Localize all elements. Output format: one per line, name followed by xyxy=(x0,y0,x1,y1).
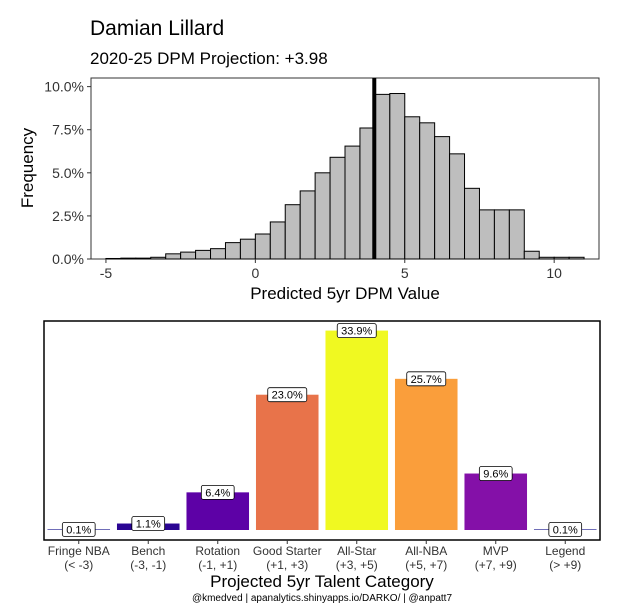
category-bar-panel: 0.1% 1.1% 6.4% 23.0% 33.9% 25.7% 9.6% 0.1% Frin… xyxy=(43,320,601,591)
histogram-y-axis: 0.0% 2.5% 5.0% 7.5% 10.0% xyxy=(44,79,91,267)
histogram-bar xyxy=(493,209,510,260)
category-range-label: (+5, +7) xyxy=(405,558,447,572)
category-range-label: (-3, -1) xyxy=(130,558,166,572)
histogram-x-axis-title: Predicted 5yr DPM Value xyxy=(250,284,440,303)
caption: @kmedved | apanalytics.shinyapps.io/DARK… xyxy=(192,593,453,604)
histogram-bars xyxy=(105,93,585,260)
category-bar xyxy=(464,473,528,530)
histogram-bar xyxy=(314,172,331,260)
histogram-bar xyxy=(195,249,212,260)
y-tick-label: 0.0% xyxy=(52,251,84,267)
histogram-bar xyxy=(389,93,406,260)
category-range-label: (+1, +3) xyxy=(266,558,308,572)
category-tick-label: Bench xyxy=(131,544,165,558)
category-bars: 0.1% 1.1% 6.4% 23.0% 33.9% 25.7% 9.6% 0.1% xyxy=(47,323,597,537)
histogram-bar xyxy=(254,233,271,260)
histogram-bar xyxy=(329,156,346,260)
data-label-box xyxy=(406,371,447,387)
category-range-label: (> +9) xyxy=(549,558,581,572)
y-tick-label: 2.5% xyxy=(52,208,84,224)
histogram-bar xyxy=(224,242,241,260)
histogram-bar xyxy=(553,256,570,260)
data-label: 6.4% xyxy=(205,487,230,499)
histogram-bar xyxy=(284,204,301,260)
category-tick-label: Legend xyxy=(545,544,585,558)
category-tick-label: All-Star xyxy=(337,544,376,558)
data-label: 25.7% xyxy=(411,374,442,386)
histogram-y-axis-title: Frequency xyxy=(18,127,37,208)
histogram-bar xyxy=(568,256,585,260)
histogram-bar xyxy=(508,209,525,260)
data-label-box xyxy=(267,387,308,403)
histogram-bar xyxy=(523,250,540,260)
histogram-bar xyxy=(299,190,316,260)
histogram-bar xyxy=(105,257,122,260)
histogram-bar xyxy=(449,153,466,260)
category-bar xyxy=(255,394,319,530)
data-label: 23.0% xyxy=(272,390,303,402)
category-range-label: (+7, +9) xyxy=(475,558,517,572)
histogram-bar xyxy=(120,257,137,260)
data-label: 1.1% xyxy=(136,519,161,531)
data-label: 9.6% xyxy=(483,469,508,481)
category-tick-label: All-NBA xyxy=(405,544,447,558)
x-tick-label: 0 xyxy=(251,265,259,281)
category-x-axis-title: Projected 5yr Talent Category xyxy=(210,572,434,591)
histogram-bar xyxy=(135,257,152,260)
data-label: 0.1% xyxy=(553,524,578,536)
histogram-bar xyxy=(419,122,436,260)
category-tick-label: Good Starter xyxy=(253,544,322,558)
histogram-bar xyxy=(150,256,167,260)
histogram-bar xyxy=(404,116,421,260)
data-label-box xyxy=(548,522,583,537)
y-tick-label: 7.5% xyxy=(52,122,84,138)
data-label-box xyxy=(61,522,96,537)
histogram-panel: 0.0% 2.5% 5.0% 7.5% 10.0% -5 0 5 10 Predicted 5… xyxy=(18,77,600,303)
data-label-box xyxy=(131,516,166,531)
category-range-label: (< -3) xyxy=(64,558,93,572)
category-tick-label: MVP xyxy=(483,544,509,558)
histogram-x-axis: -5 0 5 10 xyxy=(100,259,562,281)
data-label: 33.9% xyxy=(341,326,372,338)
category-range-label: (+3, +5) xyxy=(336,558,378,572)
data-label-box xyxy=(478,466,513,481)
histogram-bar xyxy=(165,253,182,260)
chart-subtitle: 2020-25 DPM Projection: +3.98 xyxy=(90,49,328,68)
histogram-bar xyxy=(374,93,391,260)
histogram-bar xyxy=(210,248,226,260)
data-label-box xyxy=(200,484,235,500)
category-tick-label: Fringe NBA xyxy=(48,544,110,558)
category-range-label: (-1, +1) xyxy=(198,558,237,572)
category-tick-label: Rotation xyxy=(195,544,240,558)
category-x-axis: Fringe NBA(< -3) Bench(-3, -1) Rotation(-1… xyxy=(48,540,585,572)
x-tick-label: 10 xyxy=(546,265,562,281)
histogram-bar xyxy=(478,209,495,260)
data-label: 0.1% xyxy=(66,524,91,536)
histogram-bar xyxy=(269,221,286,260)
y-tick-label: 5.0% xyxy=(52,165,84,181)
histogram-bar xyxy=(538,256,555,260)
category-plot-border xyxy=(43,320,601,541)
y-tick-label: 10.0% xyxy=(44,79,84,95)
histogram-bar xyxy=(180,251,197,260)
histogram-bar xyxy=(464,187,480,260)
x-tick-label: -5 xyxy=(100,265,113,281)
histogram-bar xyxy=(344,145,361,260)
x-tick-label: 5 xyxy=(401,265,409,281)
category-bar xyxy=(394,378,458,530)
histogram-bar xyxy=(239,238,256,260)
data-label-box xyxy=(336,323,377,338)
chart-title: Damian Lillard xyxy=(90,17,224,40)
histogram-bar xyxy=(434,136,451,260)
category-bar xyxy=(325,330,389,530)
